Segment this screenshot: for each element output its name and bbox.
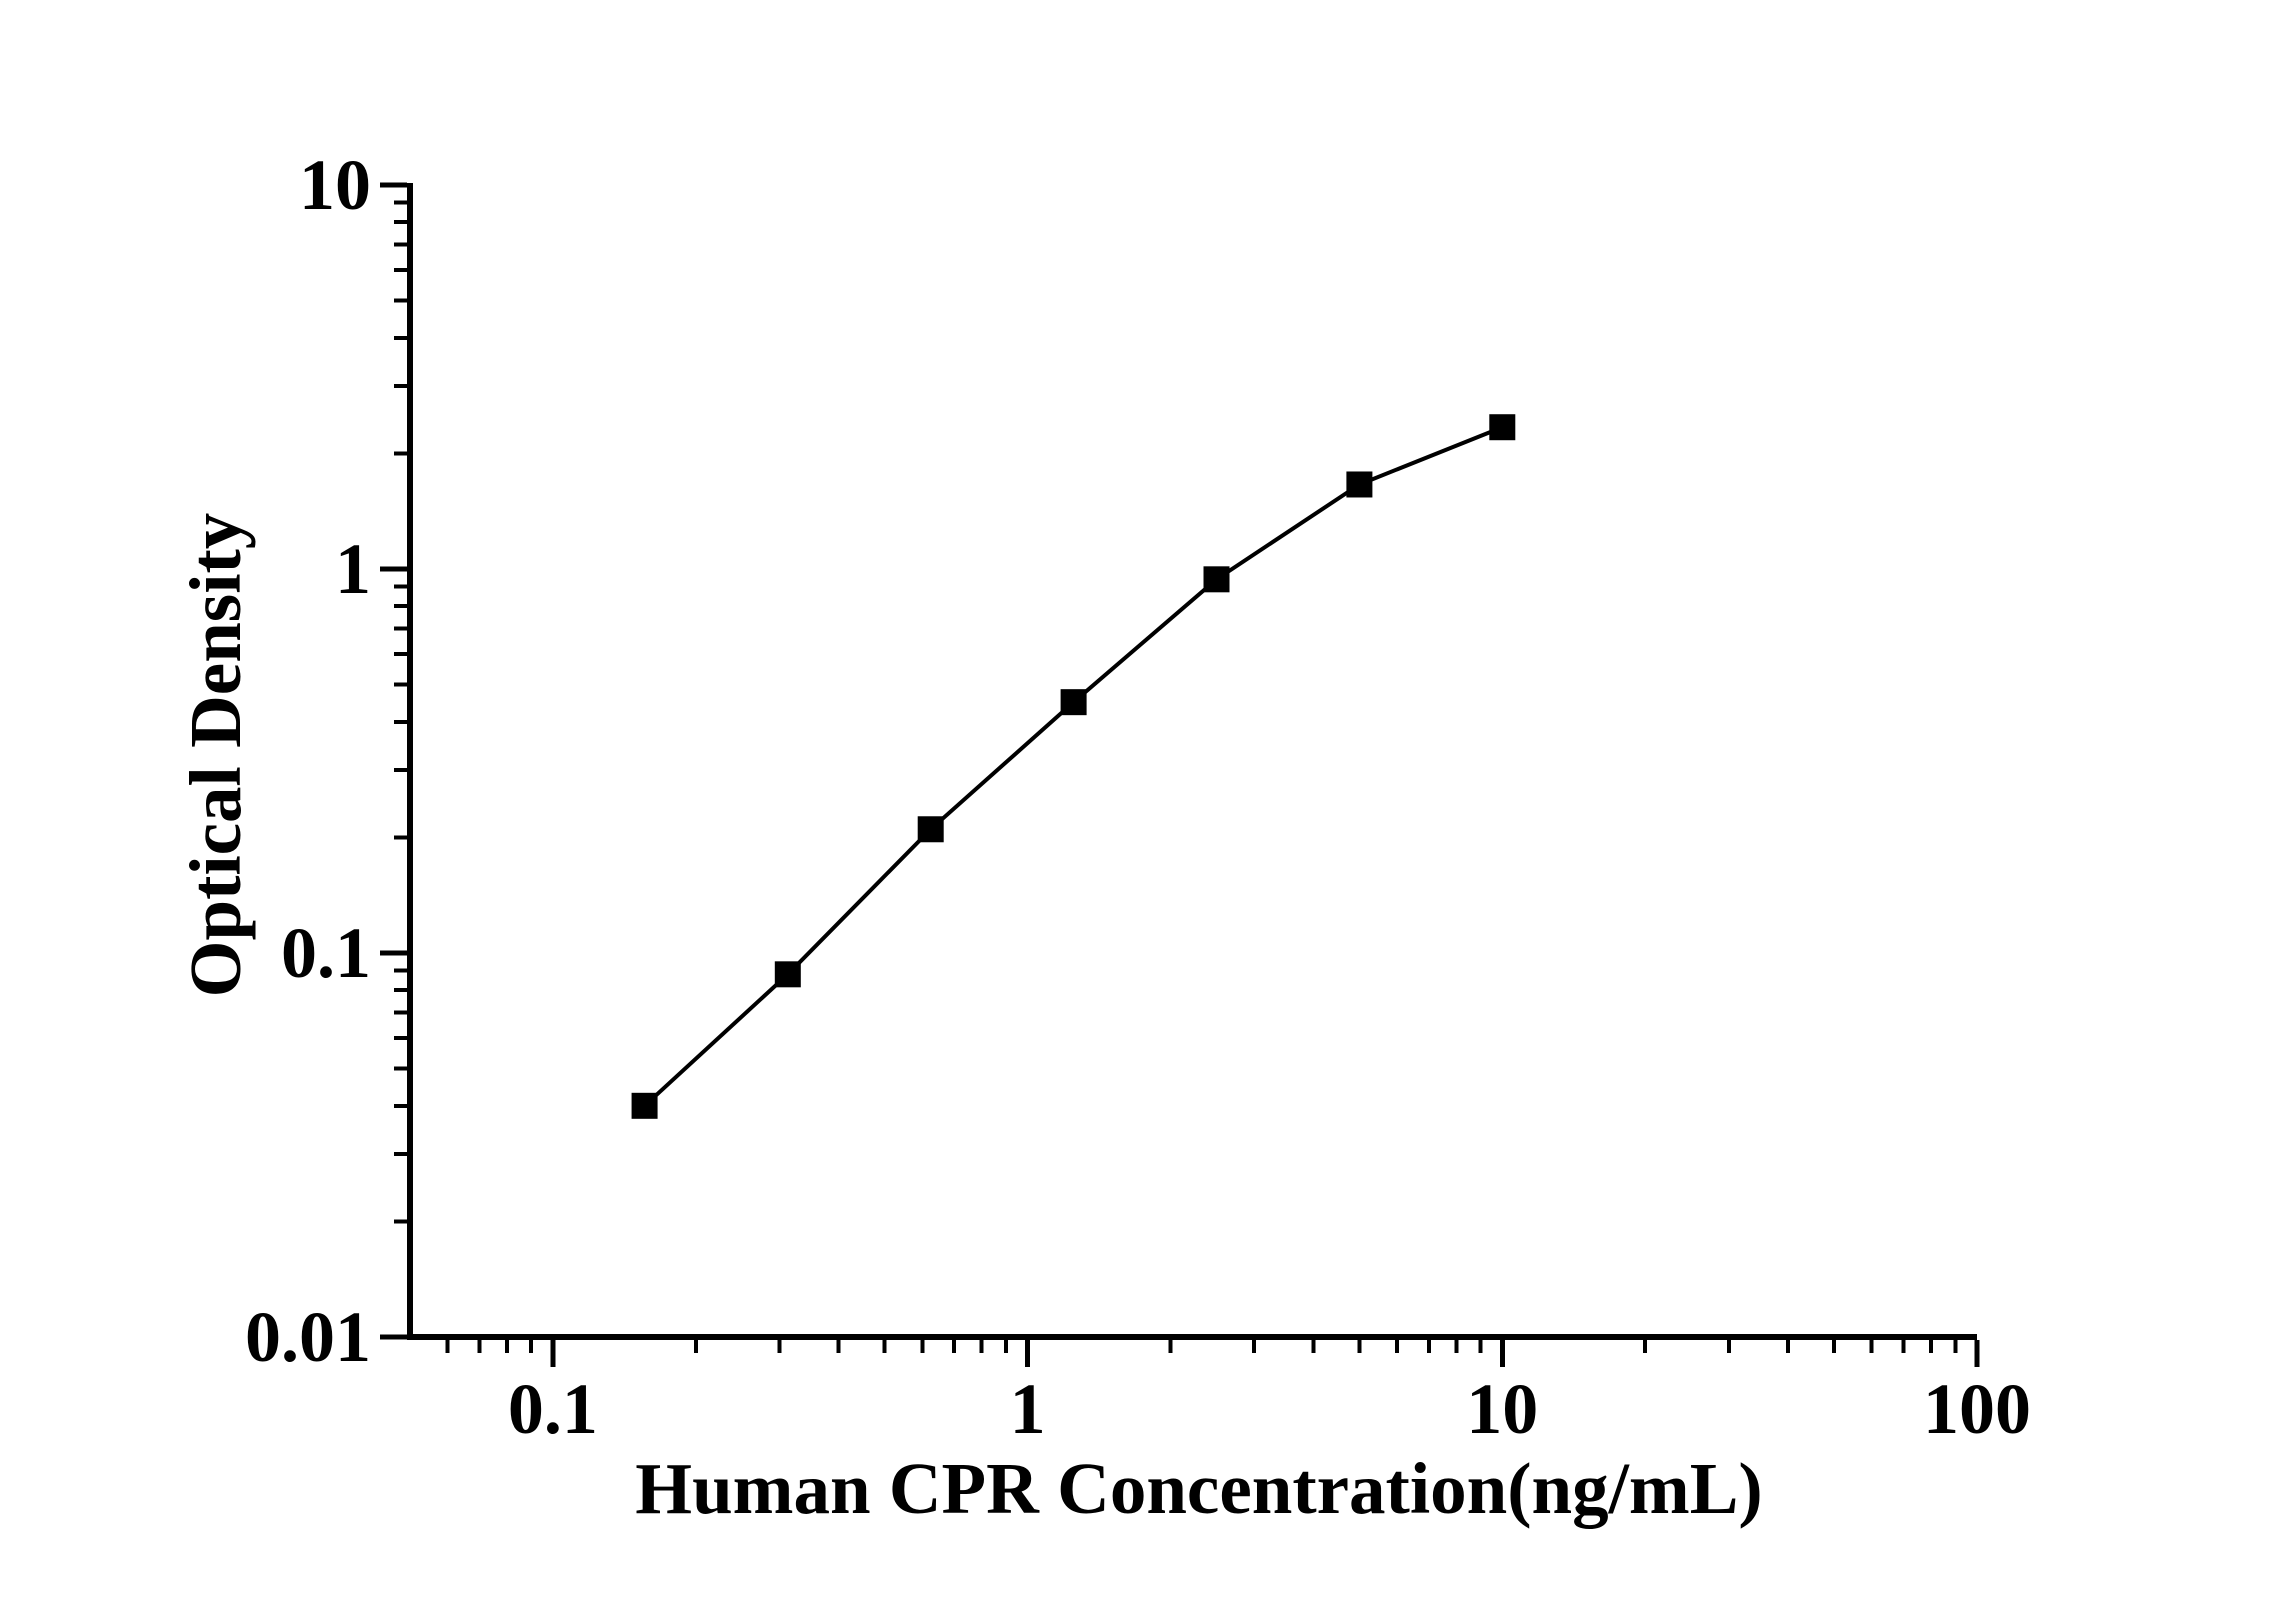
data-point-marker [1489, 414, 1516, 441]
data-point-marker [631, 1092, 658, 1119]
data-point-marker [774, 961, 801, 988]
y-axis-title: Optical Density [175, 513, 256, 998]
y-tick-label: 1 [335, 529, 371, 609]
x-axis-title: Human CPR Concentration(ng/mL) [635, 1448, 1762, 1529]
data-point-marker [1203, 566, 1230, 593]
y-tick-label: 0.1 [281, 913, 371, 993]
data-point-marker [917, 816, 944, 843]
x-tick-label: 10 [1466, 1369, 1538, 1449]
x-tick-label: 1 [1010, 1369, 1046, 1449]
x-tick-label: 100 [1923, 1369, 2031, 1449]
data-point-marker [1346, 471, 1373, 498]
data-point-marker [1060, 689, 1087, 716]
x-tick-label: 0.1 [508, 1369, 598, 1449]
series-line [643, 425, 1504, 1108]
y-tick-label: 10 [299, 145, 371, 225]
axis-ticks [380, 182, 1980, 1367]
data-series [631, 414, 1516, 1119]
plot-axes [407, 183, 1977, 1340]
y-tick-label: 0.01 [245, 1297, 371, 1377]
axis-tick-labels: 0.1 1 10 100 10 1 0.1 0.01 [245, 145, 2031, 1449]
